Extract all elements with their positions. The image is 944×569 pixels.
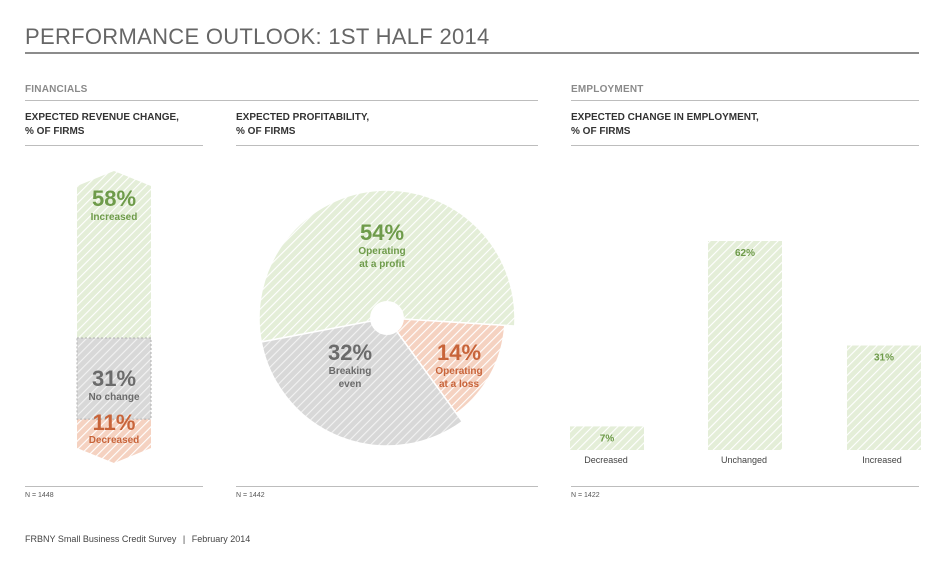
- revenue-label-decreased: Decreased: [89, 435, 140, 446]
- employment-n-label: N = 1422: [571, 492, 600, 499]
- employment-rule: [571, 100, 919, 101]
- pie-pct-2: 32%: [328, 340, 372, 365]
- employment-category-increased: Increased: [862, 455, 902, 465]
- employment-bar-unchanged: [708, 241, 782, 450]
- employment-bar-increased: [847, 345, 921, 450]
- employment-bottom-rule: [571, 486, 919, 487]
- footer-source: FRBNY Small Business Credit Survey | Feb…: [25, 534, 250, 544]
- pie-slice-at-a-loss: [385, 317, 506, 415]
- profitability-heading-line2: % OF FIRMS: [236, 126, 296, 137]
- pie-label2-2: even: [339, 379, 362, 390]
- revenue-pct-increased: 58%: [92, 186, 136, 211]
- employment-bar-decreased: [570, 426, 644, 450]
- revenue-segment-increased: [77, 171, 151, 338]
- revenue-heading-line2: % OF FIRMS: [25, 126, 85, 137]
- section-employment: EMPLOYMENT: [571, 84, 644, 95]
- revenue-chart-heading: EXPECTED REVENUE CHANGE, % OF FIRMS: [25, 111, 179, 139]
- pie-label2-1: at a loss: [439, 379, 479, 390]
- revenue-bottom-rule: [25, 486, 203, 487]
- revenue-stacked-bar: 58%Increased 31%No change 11%Decreased: [76, 171, 152, 463]
- employment-heading-rule: [571, 145, 919, 146]
- revenue-segment-no-change: [77, 337, 151, 420]
- employment-value-increased: 31%: [874, 353, 894, 364]
- revenue-pct-decreased: 11%: [93, 410, 136, 435]
- employment-chart-heading: EXPECTED CHANGE IN EMPLOYMENT, % OF FIRM…: [571, 111, 759, 139]
- page-title: PERFORMANCE OUTLOOK: 1ST HALF 2014: [25, 24, 490, 49]
- pie-slice-at-a-profit: [258, 189, 516, 343]
- profitability-bottom-rule: [236, 486, 538, 487]
- pie-label2-0: at a profit: [359, 259, 405, 270]
- footer-date: February 2014: [191, 534, 251, 544]
- employment-bar-chart: 7% 62% 31%: [570, 241, 921, 450]
- revenue-heading-line1: EXPECTED REVENUE CHANGE,: [25, 112, 179, 123]
- revenue-segment-decreased: [77, 419, 151, 463]
- employment-value-unchanged: 62%: [735, 248, 755, 259]
- title-rule: [25, 52, 919, 54]
- profitability-heading-line1: EXPECTED PROFITABILITY,: [236, 112, 370, 123]
- pie-label1-1: Operating: [435, 366, 482, 377]
- revenue-heading-rule: [25, 145, 203, 146]
- employment-heading-line1: EXPECTED CHANGE IN EMPLOYMENT,: [571, 112, 759, 123]
- pie-pct-0: 54%: [360, 220, 404, 245]
- revenue-label-no-change: No change: [88, 392, 140, 403]
- profitability-heading-rule: [236, 145, 538, 146]
- financials-rule: [25, 100, 538, 101]
- employment-category-decreased: Decreased: [584, 455, 628, 465]
- footer-separator: |: [182, 534, 186, 544]
- footer-source-text: FRBNY Small Business Credit Survey: [25, 534, 177, 544]
- profitability-chart-heading: EXPECTED PROFITABILITY, % OF FIRMS: [236, 111, 369, 139]
- revenue-n-label: N = 1448: [25, 492, 54, 499]
- employment-value-decreased: 7%: [600, 433, 615, 444]
- employment-category-unchanged: Unchanged: [720, 455, 768, 465]
- profitability-n-label: N = 1442: [236, 492, 265, 499]
- pie-pct-1: 14%: [437, 340, 481, 365]
- revenue-pct-no-change: 31%: [92, 366, 136, 391]
- pie-center-hole: [370, 301, 404, 335]
- employment-heading-line2: % OF FIRMS: [571, 126, 631, 137]
- revenue-label-increased: Increased: [91, 212, 138, 223]
- pie-label1-0: Operating: [358, 246, 405, 257]
- pie-label1-2: Breaking: [329, 366, 372, 377]
- section-financials: FINANCIALS: [25, 84, 88, 95]
- pie-slice-even: [260, 317, 464, 447]
- revenue-segment-border: [76, 337, 152, 420]
